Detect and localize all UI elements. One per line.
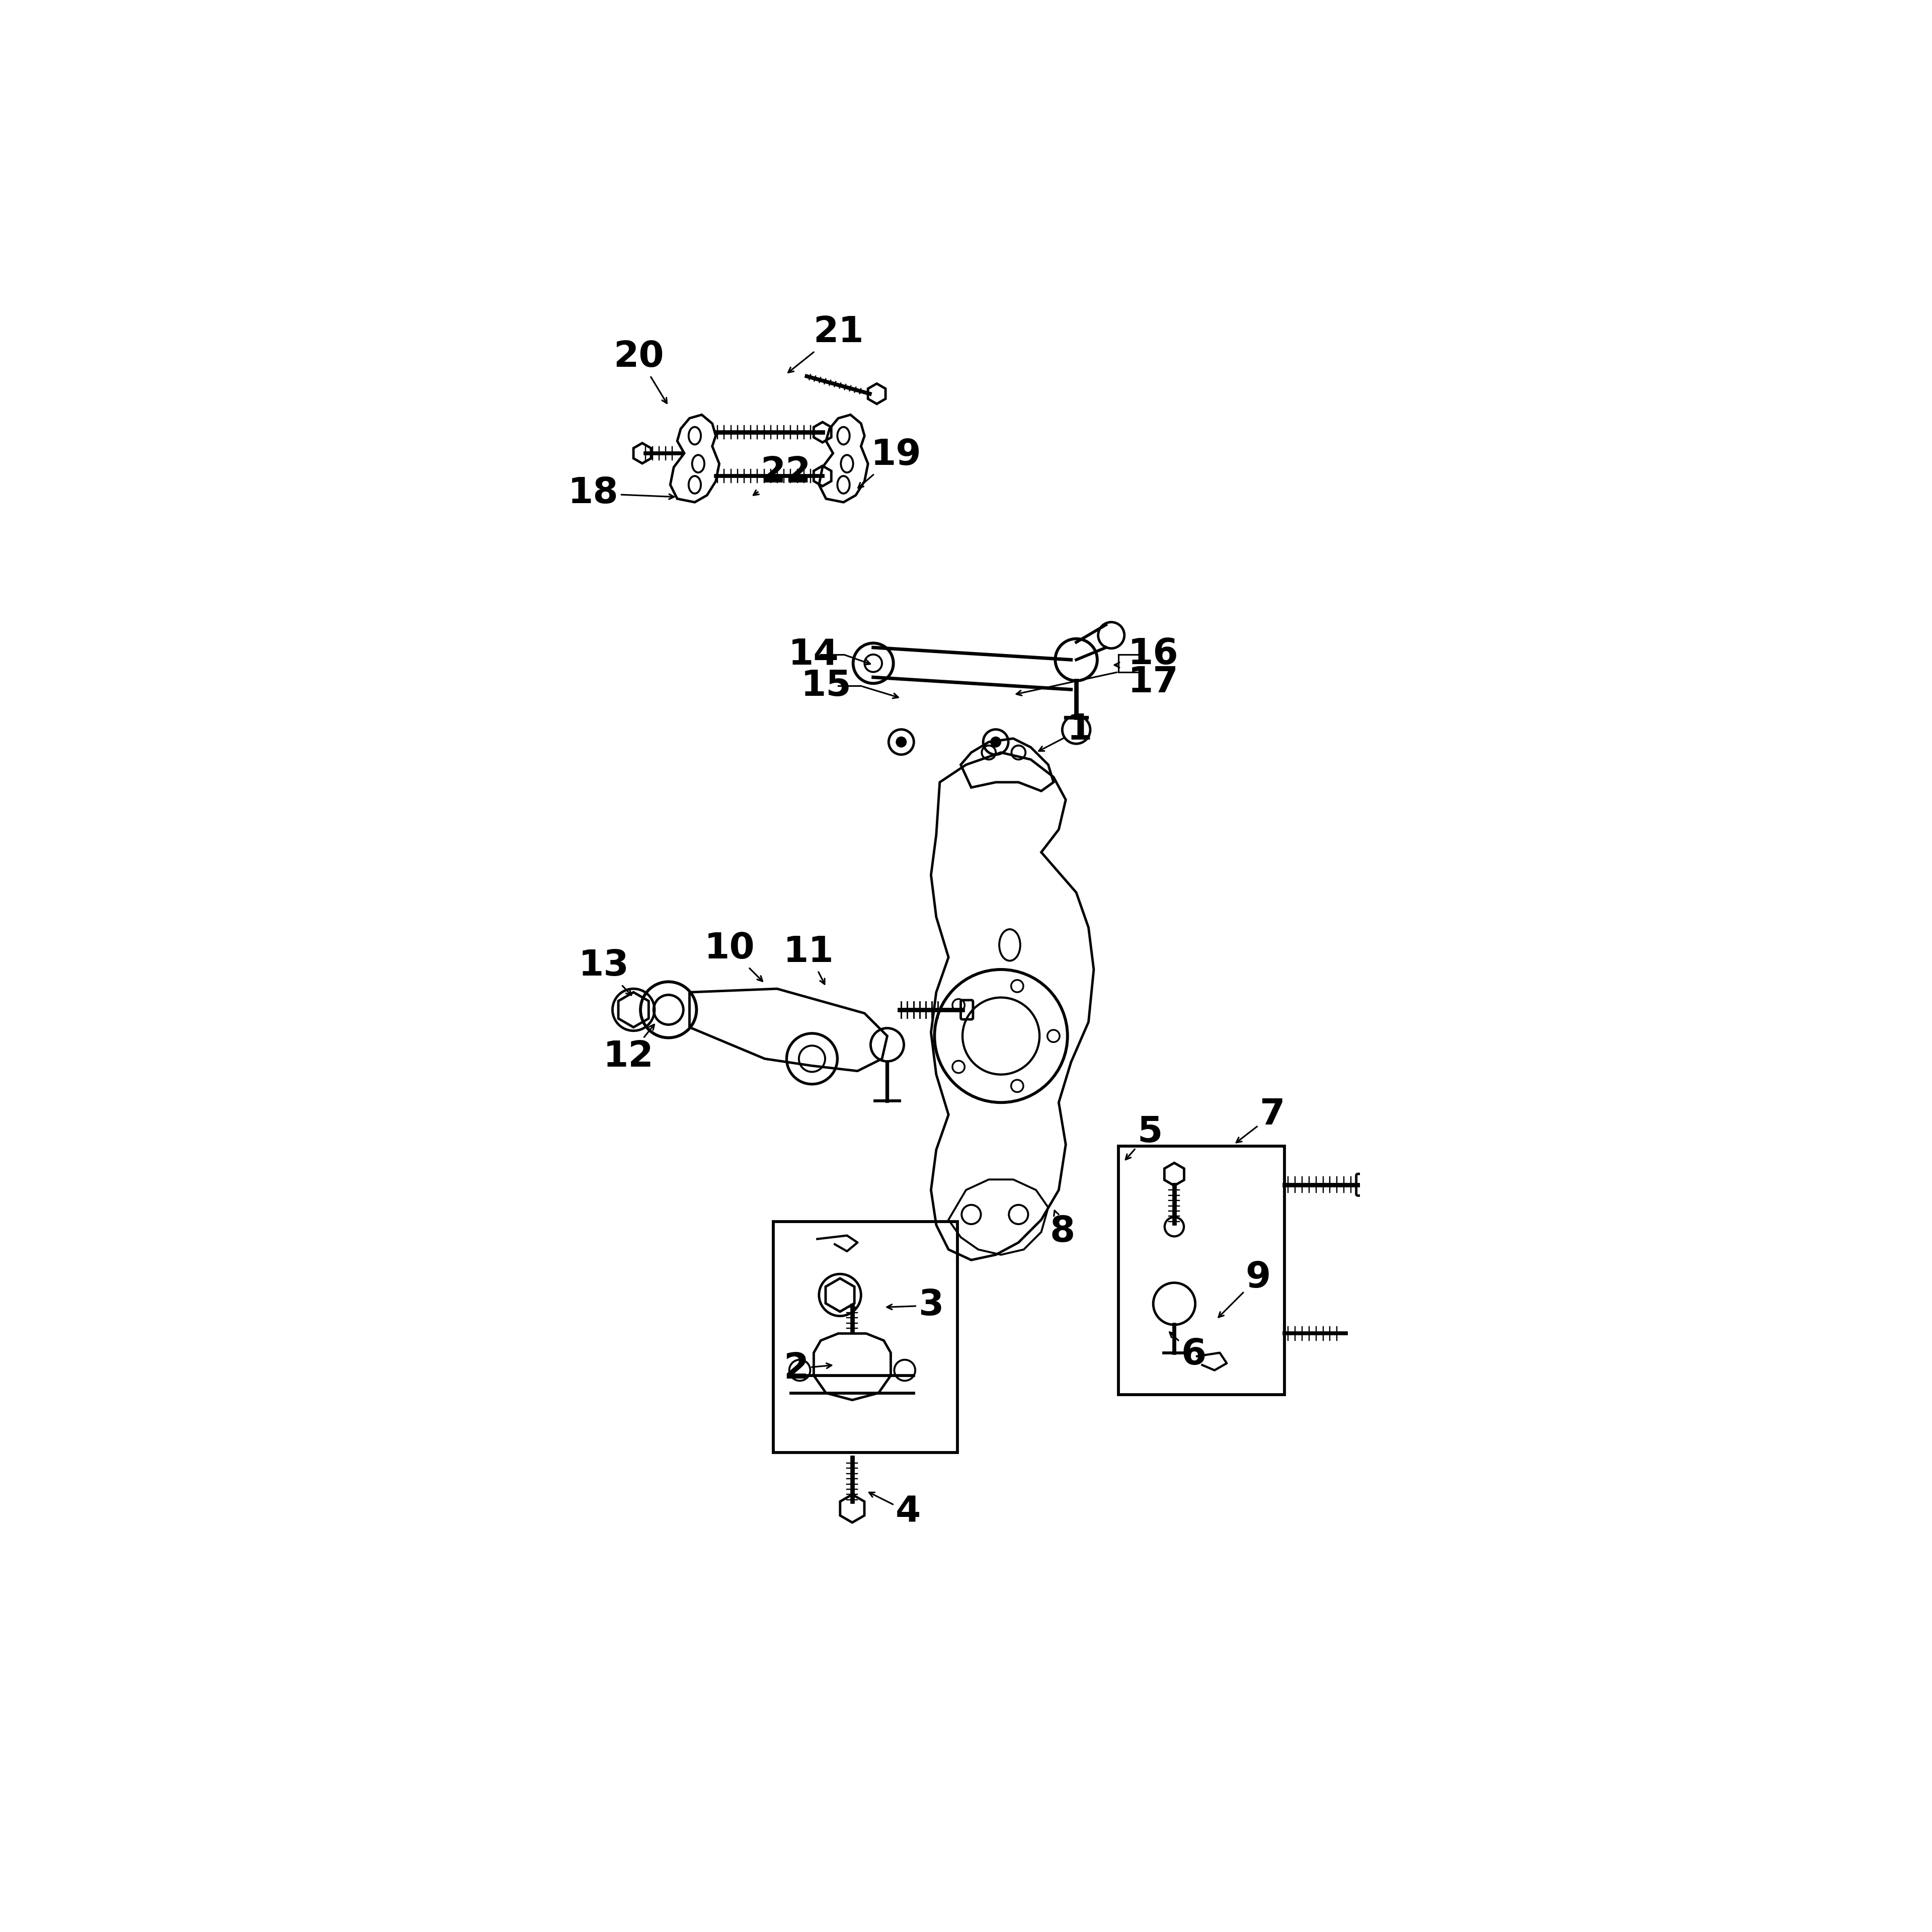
Text: 20: 20 xyxy=(614,340,667,404)
Circle shape xyxy=(896,738,906,748)
Text: 19: 19 xyxy=(858,439,922,489)
Text: 18: 18 xyxy=(568,475,674,510)
Text: 14: 14 xyxy=(788,638,838,672)
Text: 11: 11 xyxy=(782,935,835,983)
Text: 4: 4 xyxy=(869,1492,922,1530)
Text: 12: 12 xyxy=(603,1024,655,1074)
Circle shape xyxy=(991,738,1001,748)
Text: 5: 5 xyxy=(1126,1115,1163,1159)
Text: 21: 21 xyxy=(788,315,864,373)
Text: 17: 17 xyxy=(1128,665,1179,699)
Text: 8: 8 xyxy=(1049,1211,1074,1250)
Bar xyxy=(1119,1146,1285,1395)
Text: 2: 2 xyxy=(784,1350,831,1385)
Text: 1: 1 xyxy=(1039,713,1092,752)
Text: 15: 15 xyxy=(800,668,852,703)
Bar xyxy=(773,1221,956,1453)
Text: 10: 10 xyxy=(705,931,763,981)
Text: 22: 22 xyxy=(753,456,811,495)
Text: 16: 16 xyxy=(1128,638,1179,672)
Text: 6: 6 xyxy=(1169,1333,1206,1372)
Text: 3: 3 xyxy=(887,1289,943,1323)
Text: 9: 9 xyxy=(1219,1260,1271,1318)
Text: 7: 7 xyxy=(1236,1097,1285,1142)
Text: 13: 13 xyxy=(578,949,632,995)
